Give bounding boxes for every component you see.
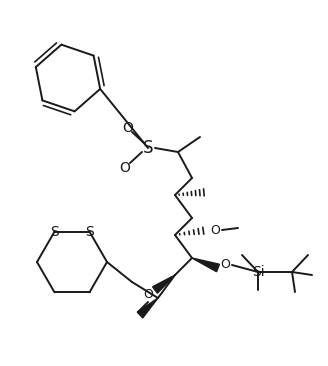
Text: O: O [220,258,230,272]
Text: O: O [123,121,133,135]
Polygon shape [153,275,175,293]
Text: Si: Si [252,265,264,279]
Text: O: O [120,161,131,175]
Polygon shape [192,258,219,272]
Text: S: S [143,139,153,157]
Text: O: O [210,224,220,236]
Text: O: O [143,288,153,302]
Text: S: S [50,225,59,239]
Polygon shape [137,298,158,318]
Text: S: S [85,225,94,239]
